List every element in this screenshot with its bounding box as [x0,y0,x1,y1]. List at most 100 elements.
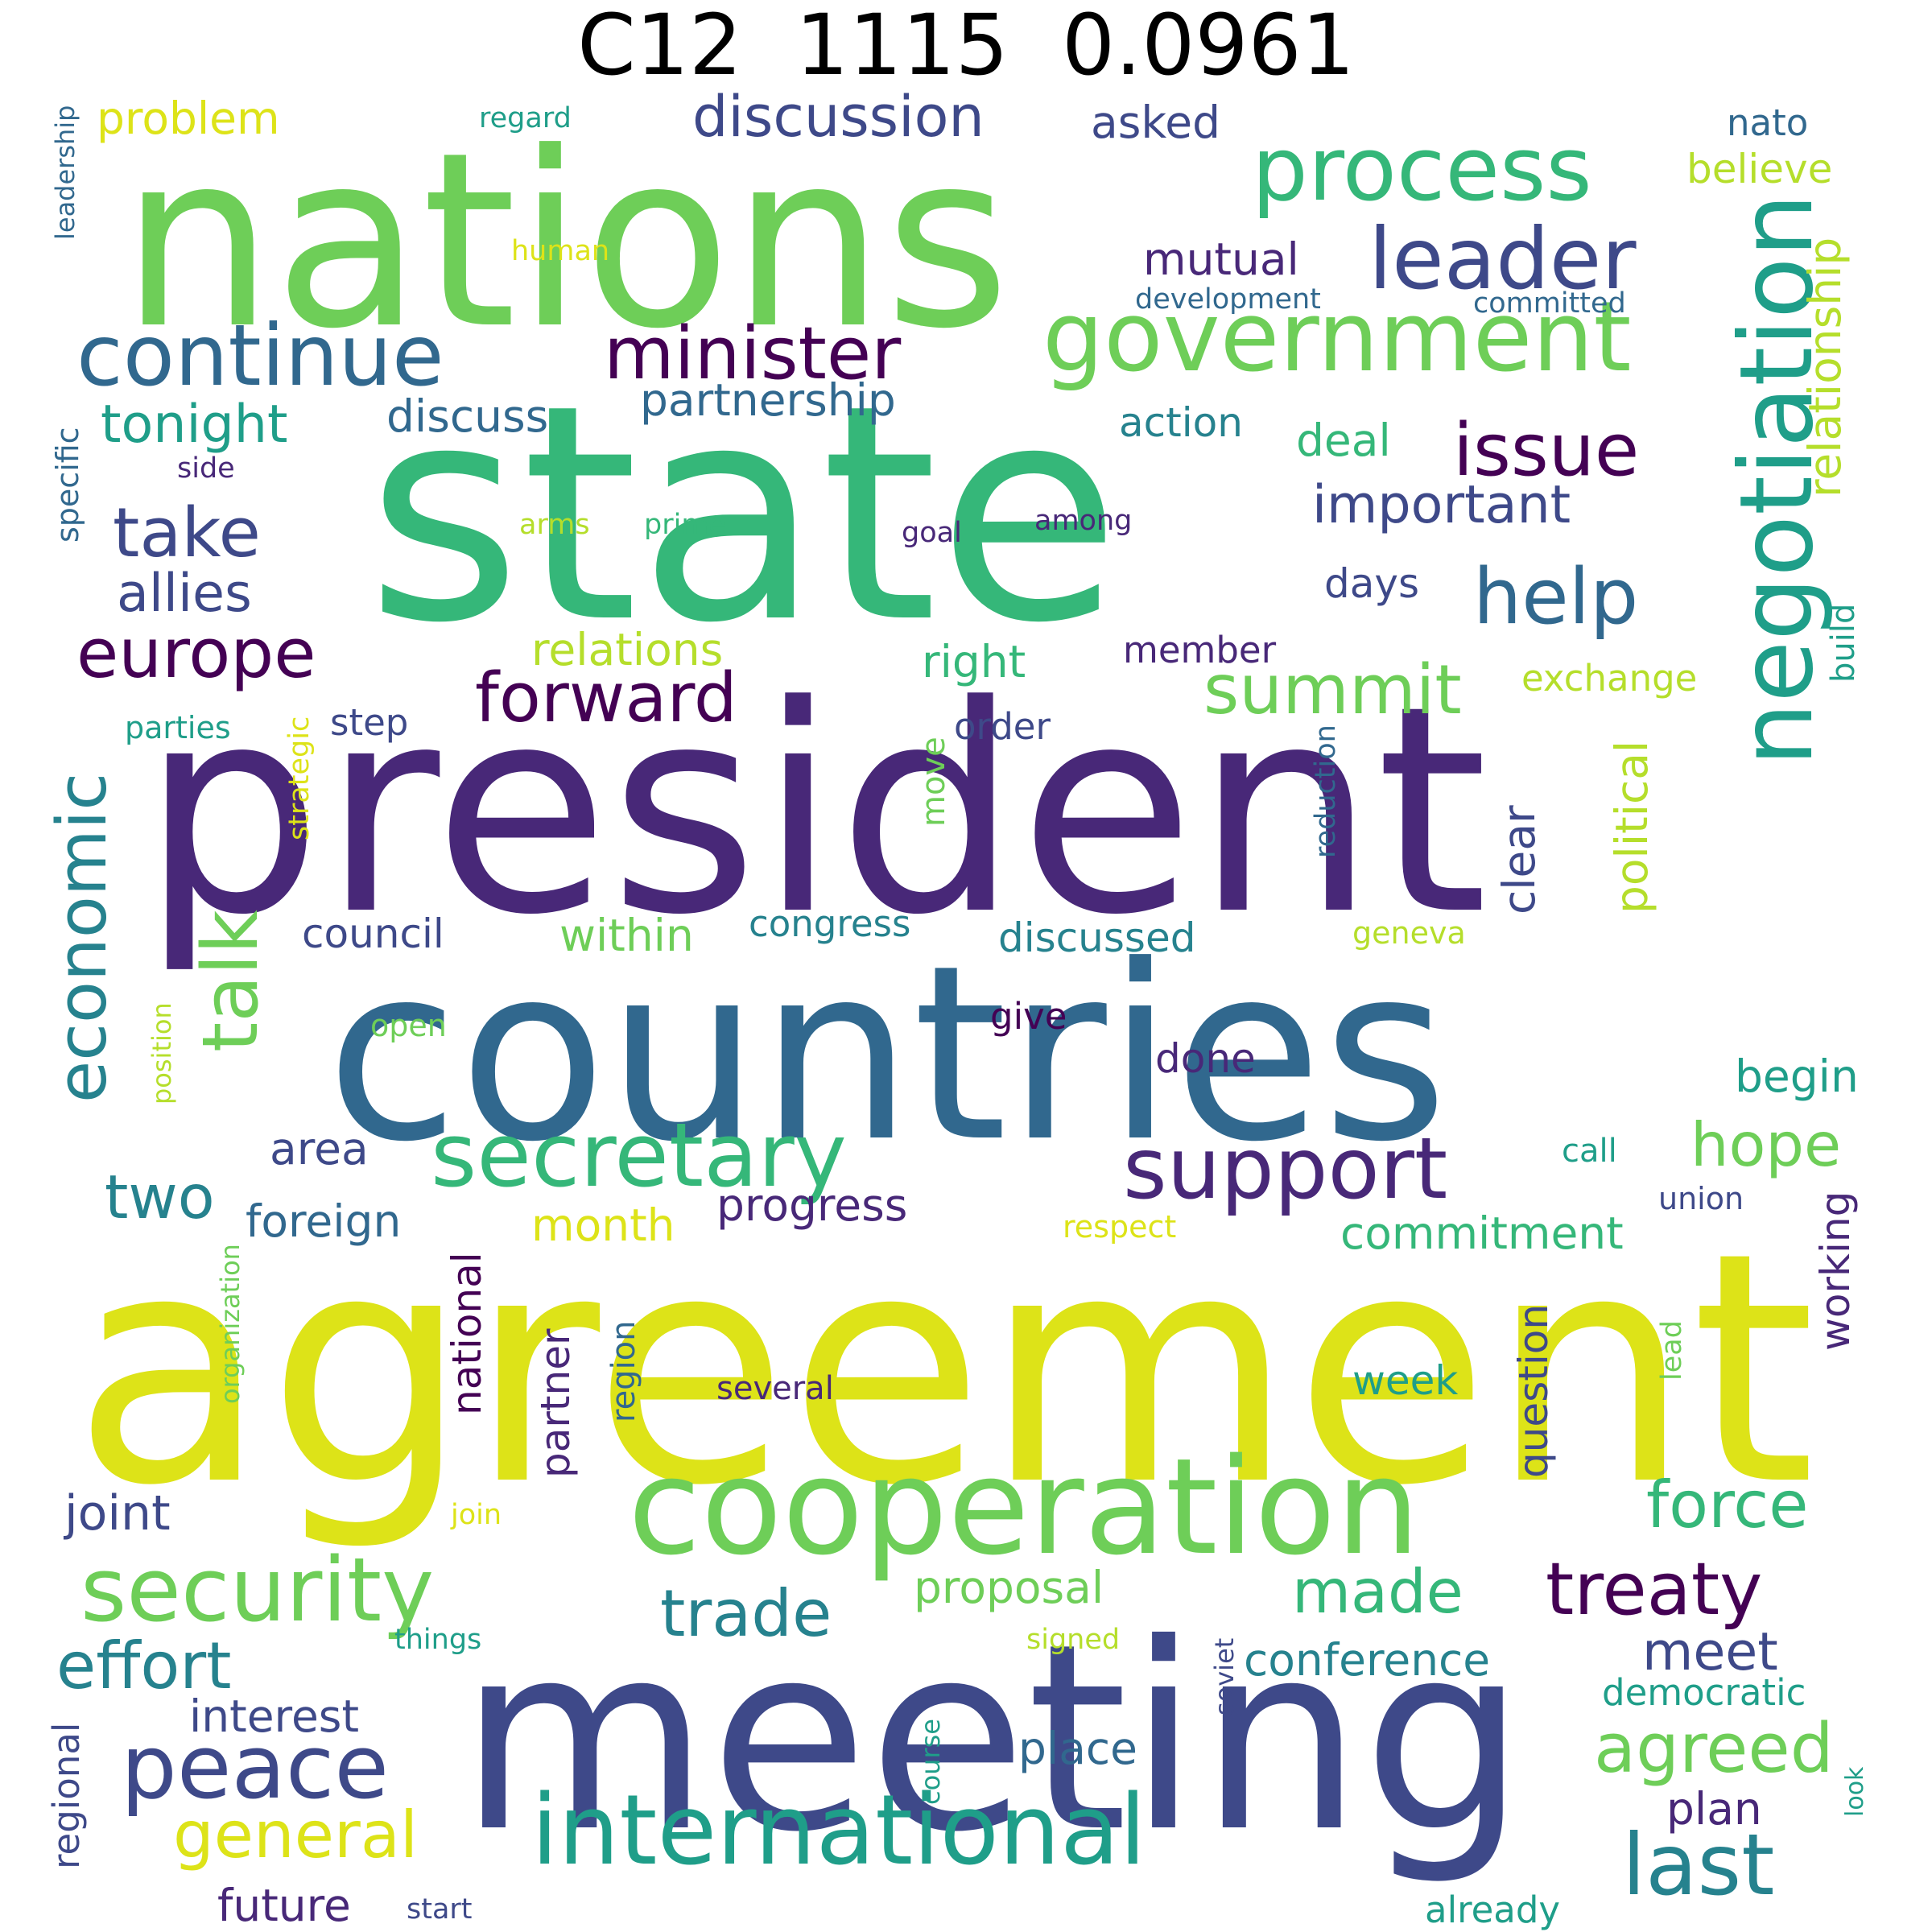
word-president: president [141,644,1488,977]
word-discuss: discuss [386,390,549,442]
word-partnership: partnership [640,374,896,426]
word-national: national [444,1252,490,1415]
word-among: among [1034,505,1133,537]
word-step: step [330,701,409,744]
word-effort: effort [56,1629,232,1703]
word-peace: peace [121,1715,390,1818]
word-several: several [716,1370,834,1407]
word-side: side [177,452,235,485]
cloud-title: C12 1115 0.0961 [577,0,1355,94]
word-international: international [531,1775,1146,1887]
word-progress: progress [716,1179,908,1231]
word-tonight: tonight [101,394,288,455]
word-summit: summit [1203,650,1462,730]
word-soviet: soviet [1209,1637,1240,1715]
word-believe: believe [1686,146,1833,192]
word-continue: continue [76,307,444,405]
word-member: member [1123,629,1277,671]
word-made: made [1292,1556,1463,1627]
word-build: build [1825,603,1862,683]
word-talk: talk [187,910,275,1052]
word-right: right [922,636,1026,687]
word-relationship: relationship [1799,237,1851,497]
word-process: process [1252,118,1592,221]
word-general: general [173,1798,419,1872]
word-start: start [407,1893,473,1926]
word-secretary: secretary [431,1104,847,1207]
word-region: region [605,1320,642,1422]
word-trade: trade [660,1576,832,1651]
word-state: state [366,342,1121,688]
word-mutual: mutual [1143,233,1299,285]
word-interest: interest [189,1690,360,1742]
word-parties: parties [125,710,231,745]
word-agreed: agreed [1594,1709,1834,1789]
word-union: union [1658,1181,1744,1216]
word-regard: regard [479,102,572,134]
word-force: force [1646,1468,1809,1542]
word-leader: leader [1368,210,1637,308]
word-action: action [1119,399,1243,446]
word-development: development [1135,283,1321,316]
word-respect: respect [1063,1209,1177,1245]
word-economic: economic [43,772,122,1103]
word-discussion: discussion [692,84,985,150]
word-question: question [1510,1303,1557,1478]
word-treaty: treaty [1546,1547,1763,1632]
word-allies: allies [117,564,252,624]
word-discussed: discussed [998,914,1196,961]
word-take: take [113,493,261,573]
word-human: human [511,235,610,267]
word-nato: nato [1727,101,1809,144]
word-political: political [1606,740,1657,914]
word-issue: issue [1453,408,1640,493]
word-order: order [954,705,1051,748]
word-last: last [1622,1816,1775,1914]
word-security: security [80,1538,435,1641]
word-give: give [990,995,1067,1038]
word-council: council [302,910,444,957]
word-hope: hope [1690,1109,1842,1180]
word-specific: specific [50,427,85,543]
word-important: important [1312,475,1571,535]
word-things: things [394,1624,482,1656]
word-look: look [1841,1766,1869,1817]
word-congress: congress [749,902,911,945]
word-signed: signed [1026,1624,1121,1656]
word-done: done [1155,1035,1256,1082]
word-arms: arms [519,509,590,541]
word-area: area [270,1123,369,1174]
word-democratic: democratic [1602,1671,1806,1714]
word-regional: regional [45,1722,88,1869]
word-clear: clear [1493,805,1545,914]
word-joint: joint [64,1485,171,1542]
word-leadership: leadership [50,105,80,241]
word-countries: countries [326,914,1448,1195]
word-meet: meet [1642,1622,1778,1682]
word-two: two [105,1162,215,1232]
word-help: help [1473,553,1639,642]
word-open: open [370,1008,447,1043]
word-minister: minister [604,312,902,396]
word-position: position [147,1002,177,1104]
word-course: course [915,1719,946,1805]
word-goal: goal [902,517,962,549]
word-move: move [915,737,952,827]
word-organization: organization [215,1244,246,1404]
word-month: month [531,1199,675,1251]
word-prime: prime [644,509,726,541]
word-support: support [1123,1120,1448,1218]
word-proposal: proposal [914,1562,1104,1613]
word-asked: asked [1091,97,1220,148]
word-government: government [1042,282,1632,394]
word-relations: relations [531,624,724,675]
word-already: already [1425,1889,1561,1931]
word-place: place [1018,1723,1137,1774]
word-europe: europe [76,614,316,694]
word-within: within [559,910,694,961]
word-join: join [451,1499,502,1531]
word-week: week [1352,1357,1459,1404]
word-problem: problem [97,93,280,144]
word-cooperation: cooperation [628,1430,1420,1584]
